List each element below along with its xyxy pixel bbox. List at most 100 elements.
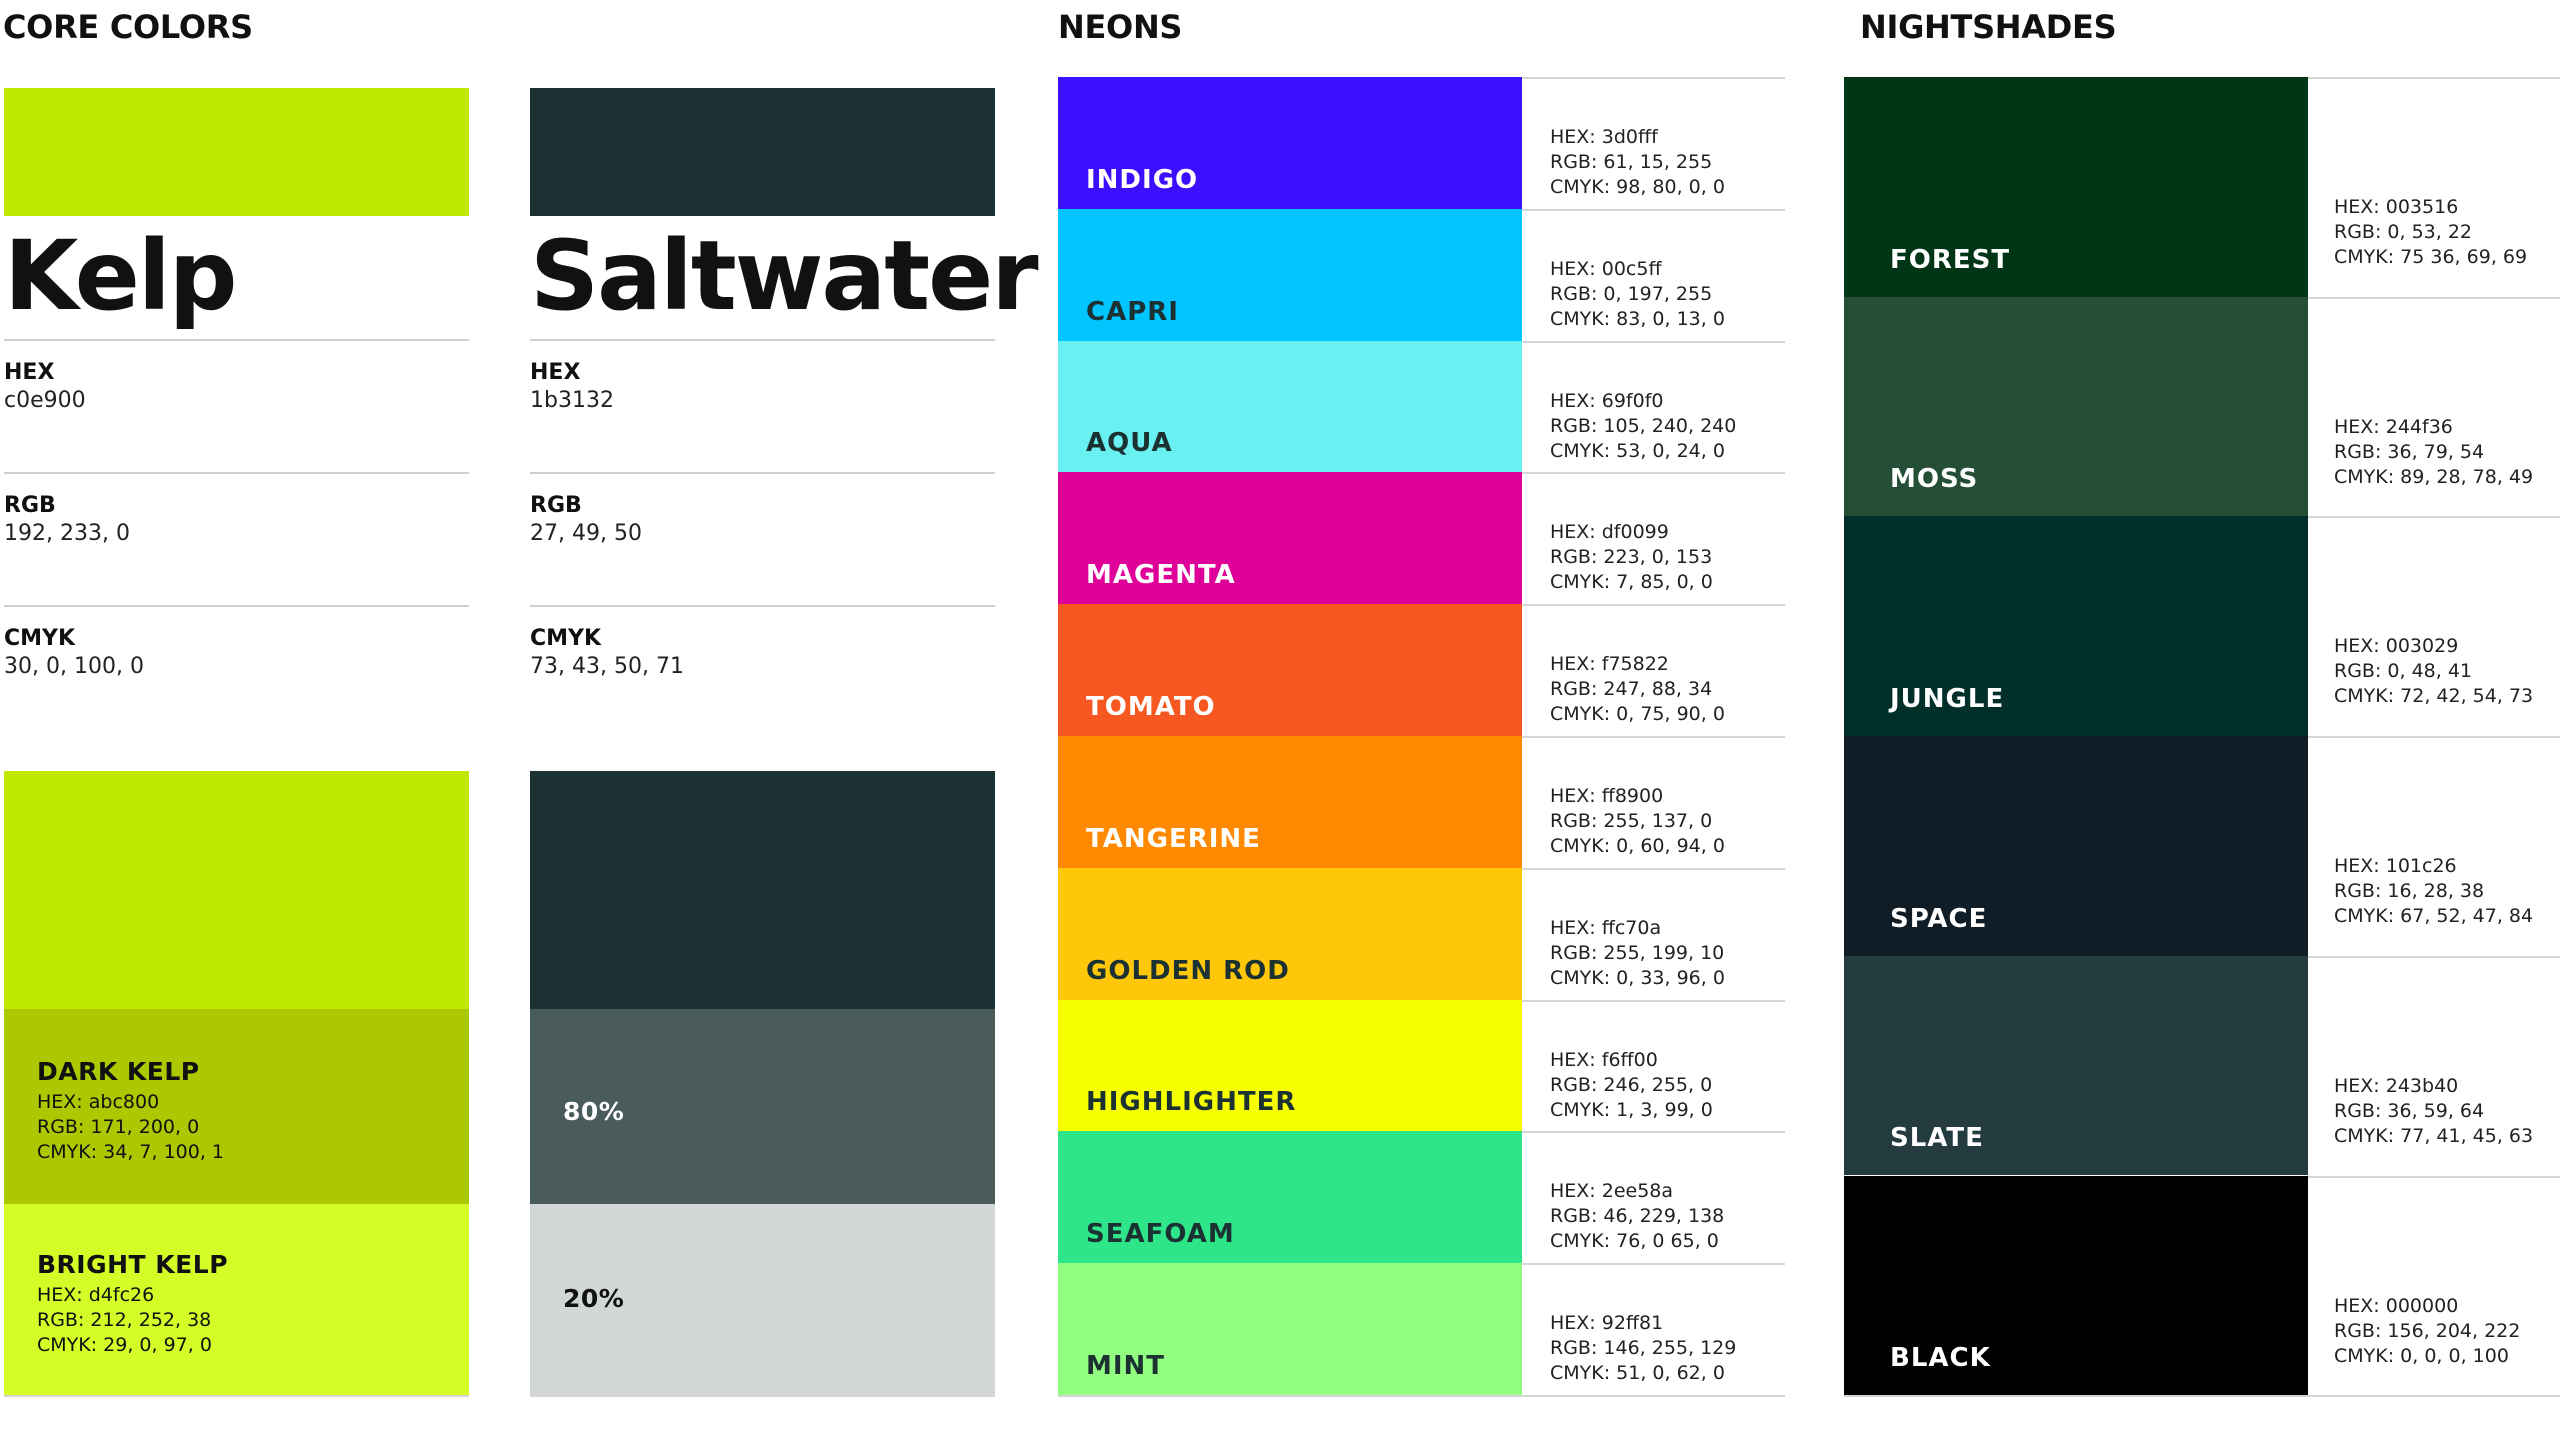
neon-rgb: RGB: 0, 197, 255	[1550, 282, 1713, 305]
neon-row-aqua: AQUA HEX: 69f0f0 RGB: 105, 240, 240 CMYK…	[1058, 340, 1785, 473]
neon-rgb: RGB: 46, 229, 138	[1550, 1205, 1725, 1228]
nightshade-hex: HEX: 000000	[2334, 1294, 2459, 1317]
neon-swatch: TANGERINE	[1058, 736, 1522, 868]
neon-rgb: RGB: 61, 15, 255	[1550, 151, 1713, 173]
nightshade-hex: HEX: 101c26	[2334, 855, 2457, 878]
nightshade-info: HEX: 244f36 RGB: 36, 79, 54 CMYK: 89, 28…	[2308, 296, 2560, 517]
rgb-label: RGB	[4, 493, 56, 518]
saltwater-name: Saltwater	[530, 220, 1039, 332]
nightshade-cmyk: CMYK: 89, 28, 78, 49	[2334, 465, 2534, 488]
neon-hex: HEX: 2ee58a	[1550, 1180, 1674, 1203]
neon-swatch: CAPRI	[1058, 208, 1522, 341]
neon-row-indigo: INDIGO HEX: 3d0fff RGB: 61, 15, 255 CMYK…	[1058, 77, 1785, 209]
nightshade-info: HEX: 003516 RGB: 0, 53, 22 CMYK: 75 36, …	[2308, 77, 2560, 297]
neon-swatch: INDIGO	[1058, 77, 1522, 209]
neon-row-seafoam: SEAFOAM HEX: 2ee58a RGB: 46, 229, 138 CM…	[1058, 1131, 1785, 1264]
neon-row-golden-rod: GOLDEN ROD HEX: ffc70a RGB: 255, 199, 10…	[1058, 867, 1785, 1000]
neon-name: HIGHLIGHTER	[1086, 1087, 1297, 1118]
neon-cmyk: CMYK: 0, 60, 94, 0	[1550, 835, 1725, 857]
divider	[4, 1395, 469, 1397]
neon-hex: HEX: df0099	[1550, 521, 1669, 544]
neon-name: TOMATO	[1086, 691, 1216, 722]
tint-cmyk: CMYK: 34, 7, 100, 1	[37, 1141, 225, 1163]
divider	[4, 605, 469, 607]
divider	[1844, 1395, 2560, 1397]
neon-rgb: RGB: 255, 137, 0	[1550, 810, 1713, 832]
nightshade-swatch: FOREST	[1844, 77, 2308, 297]
divider	[530, 605, 995, 607]
divider	[4, 339, 469, 341]
nightshade-cmyk: CMYK: 77, 41, 45, 63	[2334, 1124, 2534, 1147]
neon-info: HEX: 69f0f0 RGB: 105, 240, 240 CMYK: 53,…	[1522, 340, 1785, 473]
tint-name: BRIGHT KELP	[37, 1250, 229, 1279]
neon-swatch: TOMATO	[1058, 604, 1522, 736]
nightshade-cmyk: CMYK: 75 36, 69, 69	[2334, 246, 2528, 268]
neon-name: AQUA	[1086, 428, 1173, 459]
neon-swatch: MAGENTA	[1058, 472, 1522, 605]
neon-swatch: AQUA	[1058, 340, 1522, 473]
neon-cmyk: CMYK: 76, 0 65, 0	[1550, 1230, 1719, 1253]
neon-rgb: RGB: 246, 255, 0	[1550, 1073, 1713, 1096]
neon-row-tangerine: TANGERINE HEX: ff8900 RGB: 255, 137, 0 C…	[1058, 736, 1785, 868]
neon-swatch: GOLDEN ROD	[1058, 867, 1522, 1000]
divider	[4, 472, 469, 474]
nightshade-hex: HEX: 243b40	[2334, 1074, 2459, 1097]
nightshade-swatch: SPACE	[1844, 736, 2308, 956]
dark-kelp-swatch: DARK KELP HEX: abc800 RGB: 171, 200, 0 C…	[4, 1009, 469, 1204]
neon-info: HEX: 2ee58a RGB: 46, 229, 138 CMYK: 76, …	[1522, 1131, 1785, 1263]
neon-rgb: RGB: 247, 88, 34	[1550, 678, 1713, 701]
tint-cmyk: CMYK: 29, 0, 97, 0	[37, 1334, 212, 1356]
cmyk-label: CMYK	[530, 626, 602, 651]
bright-kelp-swatch: BRIGHT KELP HEX: d4fc26 RGB: 212, 252, 3…	[4, 1204, 469, 1396]
tint-label: 20%	[563, 1284, 625, 1313]
nightshade-name: JUNGLE	[1890, 684, 2005, 715]
nightshade-swatch: JUNGLE	[1844, 516, 2308, 737]
neon-row-capri: CAPRI HEX: 00c5ff RGB: 0, 197, 255 CMYK:…	[1058, 208, 1785, 341]
nightshade-row-space: SPACE HEX: 101c26 RGB: 16, 28, 38 CMYK: …	[1844, 736, 2560, 956]
nightshade-cmyk: CMYK: 72, 42, 54, 73	[2334, 685, 2534, 708]
nightshade-name: BLACK	[1890, 1343, 1991, 1374]
kelp-hex-value: c0e900	[4, 388, 86, 413]
rgb-label: RGB	[530, 493, 582, 518]
neon-name: MINT	[1086, 1350, 1166, 1381]
nightshade-info: HEX: 101c26 RGB: 16, 28, 38 CMYK: 67, 52…	[2308, 736, 2560, 956]
neon-row-mint: MINT HEX: 92ff81 RGB: 146, 255, 129 CMYK…	[1058, 1263, 1785, 1395]
neon-hex: HEX: 92ff81	[1550, 1312, 1664, 1335]
neon-name: TANGERINE	[1086, 823, 1261, 854]
neon-info: HEX: ffc70a RGB: 255, 199, 10 CMYK: 0, 3…	[1522, 867, 1785, 1000]
neon-name: MAGENTA	[1086, 560, 1236, 591]
nightshade-row-moss: MOSS HEX: 244f36 RGB: 36, 79, 54 CMYK: 8…	[1844, 296, 2560, 517]
neon-cmyk: CMYK: 1, 3, 99, 0	[1550, 1098, 1713, 1121]
divider	[530, 1395, 995, 1397]
nightshade-info: HEX: 003029 RGB: 0, 48, 41 CMYK: 72, 42,…	[2308, 516, 2560, 736]
nightshade-info: HEX: 243b40 RGB: 36, 59, 64 CMYK: 77, 41…	[2308, 955, 2560, 1176]
neon-name: GOLDEN ROD	[1086, 955, 1290, 986]
neon-row-highlighter: HIGHLIGHTER HEX: f6ff00 RGB: 246, 255, 0…	[1058, 999, 1785, 1132]
kelp-name: Kelp	[4, 220, 237, 332]
nightshade-name: SLATE	[1890, 1123, 1984, 1154]
tint-hex: HEX: d4fc26	[37, 1284, 155, 1306]
nightshade-swatch: MOSS	[1844, 296, 2308, 517]
neon-cmyk: CMYK: 0, 33, 96, 0	[1550, 966, 1725, 989]
nightshade-hex: HEX: 244f36	[2334, 415, 2453, 438]
neon-rgb: RGB: 255, 199, 10	[1550, 941, 1725, 964]
neon-info: HEX: 3d0fff RGB: 61, 15, 255 CMYK: 98, 8…	[1522, 77, 1785, 209]
neon-cmyk: CMYK: 51, 0, 62, 0	[1550, 1362, 1725, 1385]
neon-hex: HEX: ff8900	[1550, 785, 1664, 807]
neon-name: INDIGO	[1086, 164, 1199, 195]
nightshade-swatch: BLACK	[1844, 1175, 2308, 1396]
saltwater-cmyk-value: 73, 43, 50, 71	[530, 654, 684, 679]
tint-label: 80%	[563, 1097, 625, 1126]
nightshade-row-black: BLACK HEX: 000000 RGB: 156, 204, 222 CMY…	[1844, 1175, 2560, 1396]
hex-label: HEX	[4, 360, 55, 385]
neon-name: SEAFOAM	[1086, 1219, 1235, 1250]
core-color-kelp: Kelp HEX c0e900 RGB 192, 233, 0 CMYK 30,…	[4, 88, 469, 688]
divider	[1058, 1395, 1785, 1397]
neon-name: CAPRI	[1086, 296, 1179, 327]
neon-swatch: MINT	[1058, 1263, 1522, 1395]
nightshade-cmyk: CMYK: 67, 52, 47, 84	[2334, 905, 2534, 928]
saltwater-large-swatch	[530, 771, 995, 1009]
neon-info: HEX: 00c5ff RGB: 0, 197, 255 CMYK: 83, 0…	[1522, 208, 1785, 341]
nightshade-name: FOREST	[1890, 244, 2011, 275]
neon-row-magenta: MAGENTA HEX: df0099 RGB: 223, 0, 153 CMY…	[1058, 472, 1785, 605]
